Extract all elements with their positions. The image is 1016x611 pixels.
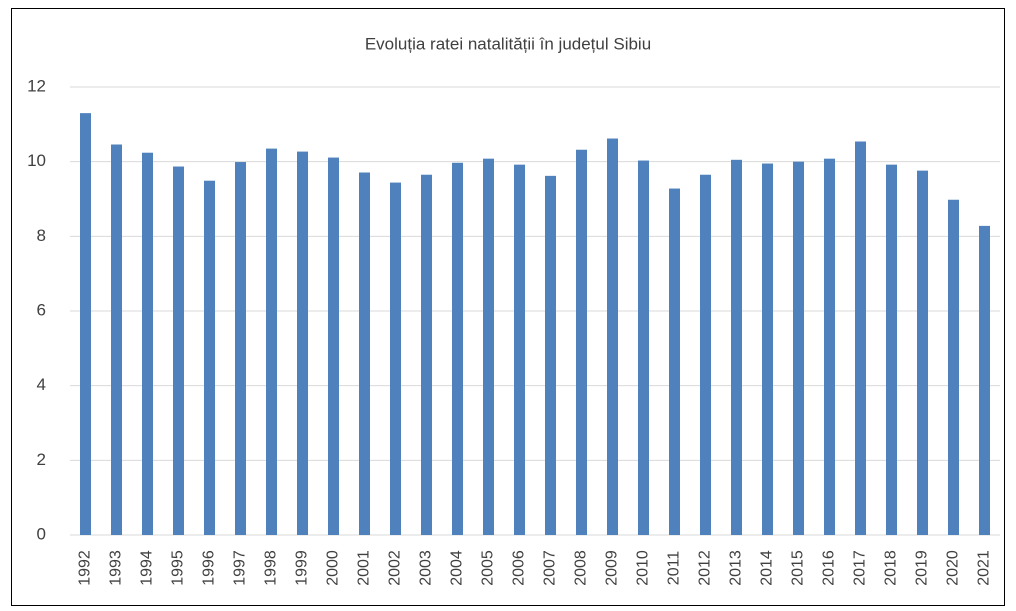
x-tick-label: 2019 [914, 550, 931, 586]
bar [514, 164, 525, 536]
x-tick-label: 2007 [542, 550, 559, 586]
y-tick-label: 4 [37, 375, 46, 394]
chart-title: Evoluția ratei natalității în județul Si… [365, 34, 651, 53]
x-tick-label: 2017 [852, 550, 869, 586]
x-tick-label: 2001 [356, 550, 373, 586]
x-tick-label: 2000 [325, 550, 342, 586]
x-tick-label: 1996 [201, 550, 218, 586]
x-tick-label: 2005 [480, 550, 497, 586]
bar [793, 161, 804, 535]
x-tick-label: 1995 [170, 550, 187, 586]
bar [235, 162, 246, 536]
bar [266, 148, 277, 535]
x-tick-label: 1998 [263, 550, 280, 586]
bar [483, 158, 494, 535]
bar [731, 159, 742, 536]
x-tick-label: 2010 [635, 550, 652, 586]
bar [700, 174, 711, 535]
bar [576, 149, 587, 535]
x-tick-label: 2015 [790, 550, 807, 586]
x-tick-label: 1992 [77, 550, 94, 586]
bar [359, 172, 370, 535]
x-tick-label: 2011 [666, 551, 683, 586]
x-tick-label: 2004 [449, 550, 466, 586]
bar [545, 175, 556, 535]
y-tick-label: 12 [27, 76, 46, 95]
bar [855, 141, 866, 536]
x-tick-label: 2012 [697, 550, 714, 586]
bar [452, 162, 463, 535]
bar [390, 182, 401, 535]
bar [173, 166, 184, 535]
y-tick-label: 0 [37, 524, 46, 543]
bar [421, 174, 432, 535]
bar [111, 144, 122, 535]
bar [297, 151, 308, 535]
x-tick-label: 2008 [573, 550, 590, 586]
bar [917, 170, 928, 536]
x-tick-label: 2021 [976, 550, 993, 586]
y-tick-label: 10 [27, 151, 46, 170]
bar [886, 164, 897, 536]
x-tick-label: 2009 [604, 550, 621, 586]
x-tick-label: 2002 [387, 550, 404, 586]
x-tick-label: 2016 [821, 550, 838, 586]
bar [762, 163, 773, 536]
x-tick-label: 2014 [759, 550, 776, 586]
x-tick-label: 2006 [511, 550, 528, 586]
bar [669, 188, 680, 535]
x-tick-label: 2018 [883, 550, 900, 586]
x-tick-label: 1997 [232, 550, 249, 586]
bar [204, 180, 215, 535]
y-tick-label: 2 [37, 450, 46, 469]
bar [979, 225, 990, 535]
bar [80, 113, 91, 535]
x-tick-label: 1999 [294, 550, 311, 586]
y-tick-label: 6 [37, 300, 46, 319]
x-tick-label: 2020 [945, 550, 962, 586]
x-tick-label: 1994 [139, 550, 156, 586]
bar [948, 199, 959, 535]
x-tick-label: 1993 [108, 550, 125, 586]
x-tick-label: 2003 [418, 550, 435, 586]
bar [607, 138, 618, 535]
bar [328, 157, 339, 535]
y-tick-label: 8 [37, 226, 46, 245]
bar [824, 158, 835, 535]
bar [142, 152, 153, 535]
bar [638, 160, 649, 535]
x-tick-label: 2013 [728, 550, 745, 586]
